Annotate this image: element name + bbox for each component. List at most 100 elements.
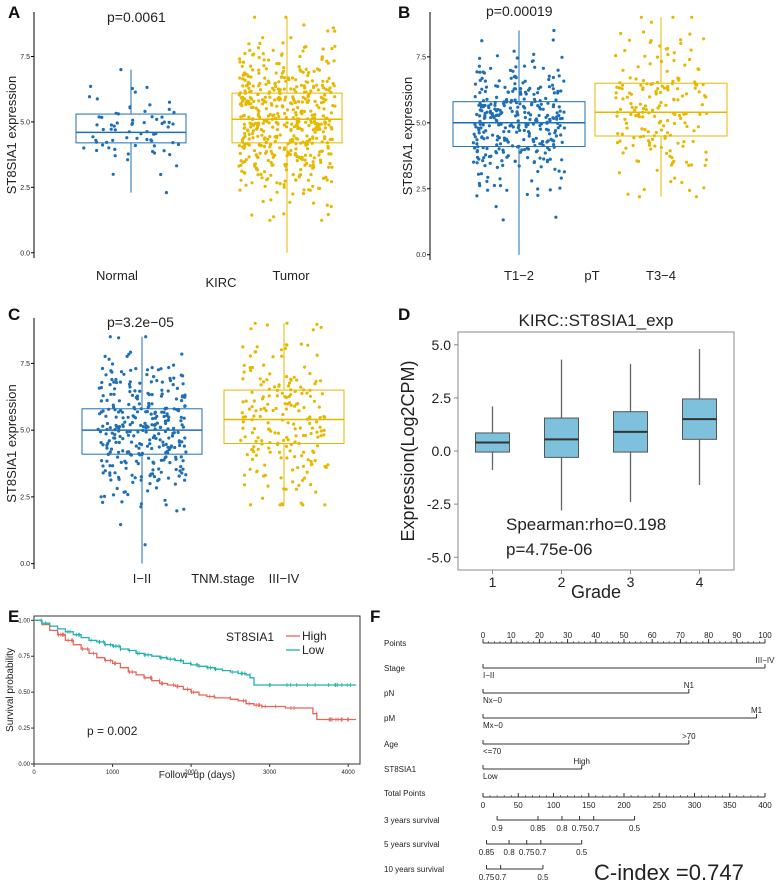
data-point <box>677 78 681 82</box>
data-point <box>149 380 153 384</box>
data-point <box>503 126 507 130</box>
data-point <box>245 453 249 457</box>
x-tick-label: 4 <box>696 574 704 590</box>
data-point <box>616 132 620 136</box>
data-point <box>648 62 652 66</box>
data-point <box>137 446 141 450</box>
survival-tick-label: 0.8 <box>504 848 516 857</box>
data-point <box>246 83 250 87</box>
data-point <box>331 26 335 30</box>
data-point <box>562 79 566 83</box>
data-point <box>294 178 298 182</box>
data-point <box>259 128 264 132</box>
data-point <box>263 136 267 140</box>
data-point <box>260 439 264 443</box>
data-point <box>676 141 680 145</box>
data-point <box>313 459 317 463</box>
data-point <box>313 99 317 103</box>
data-point <box>297 483 301 487</box>
data-point <box>307 124 311 128</box>
data-point <box>296 137 300 141</box>
data-point <box>128 380 132 384</box>
data-point <box>476 172 481 176</box>
data-point <box>555 117 559 121</box>
x-tick-label: 1 <box>489 574 497 590</box>
data-point <box>167 100 172 104</box>
data-point <box>303 97 307 101</box>
data-point <box>559 176 563 180</box>
data-point <box>101 471 105 475</box>
data-point <box>284 444 289 448</box>
data-point <box>160 388 164 392</box>
data-point <box>491 114 495 118</box>
data-point <box>286 438 290 442</box>
data-point <box>104 373 108 377</box>
data-point <box>289 393 293 397</box>
p-value-label: p=0.00019 <box>486 3 553 19</box>
x-tick-label: 2000 <box>184 770 198 776</box>
data-point <box>158 425 162 429</box>
data-point <box>523 110 527 114</box>
data-point <box>160 121 164 126</box>
row-label-survival: 10 years survival <box>384 865 444 874</box>
y-tick-label: 0.0 <box>20 561 30 568</box>
data-point <box>119 68 123 72</box>
data-point <box>260 176 264 180</box>
points-tick-label: 0 <box>481 631 486 640</box>
data-point <box>292 422 296 426</box>
data-point <box>508 124 512 128</box>
data-point <box>259 383 263 387</box>
data-point <box>536 91 540 95</box>
data-point <box>273 98 277 102</box>
data-point <box>552 28 556 33</box>
data-point <box>265 323 269 327</box>
data-point <box>126 493 130 497</box>
data-point <box>286 402 290 406</box>
data-point <box>549 137 553 141</box>
data-point <box>308 164 312 168</box>
data-point <box>117 399 121 403</box>
data-point <box>105 398 109 402</box>
x-axis-label: TNM.stage <box>191 571 255 586</box>
data-point <box>269 160 273 165</box>
box-iqr <box>231 92 343 144</box>
data-point <box>313 113 317 117</box>
data-point <box>551 38 555 42</box>
data-point <box>484 85 489 89</box>
data-point <box>671 15 675 19</box>
x-category-label: Tumor <box>272 268 310 283</box>
data-point <box>553 167 557 171</box>
data-point <box>554 98 558 102</box>
data-point <box>641 79 646 83</box>
data-point <box>498 142 503 146</box>
data-point <box>303 86 307 90</box>
data-point <box>326 212 330 217</box>
data-point <box>489 102 493 106</box>
p-value-label: p = 0.002 <box>87 724 138 738</box>
data-point <box>533 65 537 69</box>
data-point <box>137 402 141 406</box>
data-point <box>112 392 116 396</box>
data-point <box>319 101 324 105</box>
panel-a-boxplot: 0.0 2.5 5.0 7.5 ST8SIA1 expression p=0.0061 KI… <box>4 9 343 290</box>
data-point <box>484 153 488 157</box>
data-point <box>283 402 287 406</box>
data-point <box>149 412 153 416</box>
data-point <box>256 108 260 112</box>
data-point <box>128 390 132 394</box>
data-point <box>134 459 139 463</box>
data-point <box>332 59 336 63</box>
panel-label-b: B <box>398 3 410 22</box>
x-category-label: III−IV <box>269 571 300 586</box>
data-point <box>329 152 333 156</box>
data-point <box>547 85 552 89</box>
data-point <box>110 362 115 366</box>
data-point <box>621 151 625 155</box>
data-point <box>284 95 288 99</box>
variable-high-label: III−IV <box>756 656 776 665</box>
row-label-variable: pM <box>384 714 395 723</box>
data-point <box>157 445 161 449</box>
data-point <box>693 86 697 90</box>
data-point <box>301 70 305 74</box>
data-point <box>634 105 638 109</box>
